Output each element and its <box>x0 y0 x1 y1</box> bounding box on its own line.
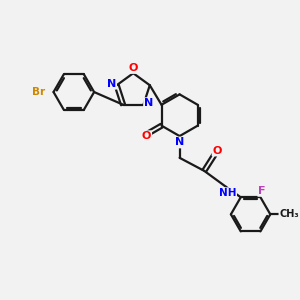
Text: O: O <box>128 63 138 73</box>
Text: O: O <box>213 146 222 156</box>
Text: CH₃: CH₃ <box>279 209 299 219</box>
Text: O: O <box>142 131 151 141</box>
Text: F: F <box>258 186 266 196</box>
Text: Br: Br <box>32 87 45 97</box>
Text: N: N <box>144 98 153 108</box>
Text: N: N <box>175 137 184 148</box>
Text: NH: NH <box>219 188 236 198</box>
Text: N: N <box>107 79 116 89</box>
